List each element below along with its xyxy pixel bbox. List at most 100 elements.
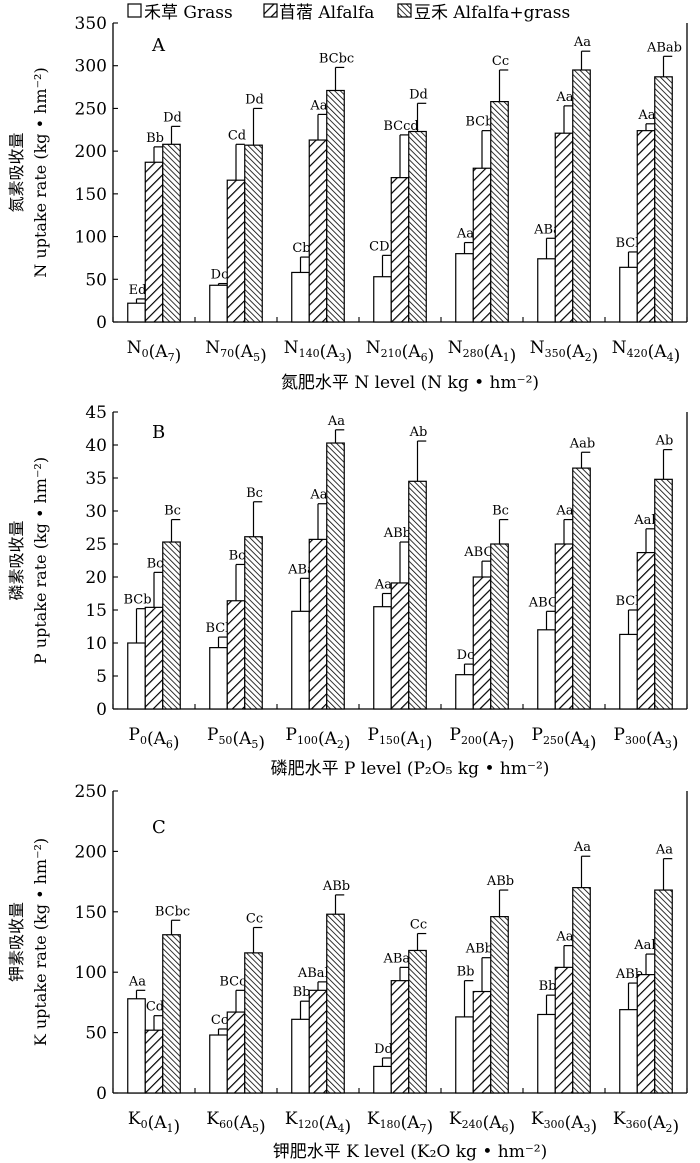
bar-grass xyxy=(127,998,146,1094)
significance-label-alfalfa-grass: Ab xyxy=(409,425,428,440)
significance-label-grass: Bb xyxy=(293,985,311,1000)
y-tick-label: 10 xyxy=(85,634,107,654)
y-tick-label: 250 xyxy=(75,99,107,119)
significance-label-grass: Bb xyxy=(457,965,475,980)
bar-alfalfa xyxy=(226,600,246,710)
bar-alfalfa xyxy=(226,179,246,323)
x-axis-label: 钾肥水平 K level (K₂O kg • hm⁻²) xyxy=(273,1142,548,1162)
bar-alfalfa-grass xyxy=(408,949,427,1094)
x-tick-label: P200(A7) xyxy=(449,725,514,753)
x-tick-label: N70(A5) xyxy=(205,338,266,366)
bar-alfalfa-grass xyxy=(572,69,591,323)
x-axis-label: 氮肥水平 N level (N kg • hm⁻²) xyxy=(281,373,539,393)
bar-alfalfa-grass xyxy=(408,130,427,323)
legend-swatch-alfalfa xyxy=(263,3,278,18)
significance-label-alfalfa: Cd xyxy=(146,1000,164,1015)
bar-alfalfa-grass xyxy=(490,916,509,1094)
x-tick-label: P250(A4) xyxy=(531,725,596,753)
bar-alfalfa xyxy=(554,543,574,710)
bar-grass xyxy=(127,642,146,710)
bar-grass xyxy=(619,633,638,710)
significance-label-alfalfa-grass: Cc xyxy=(410,918,427,933)
bar-alfalfa xyxy=(472,990,492,1094)
bar-alfalfa xyxy=(144,161,164,323)
y-axis-label-en: N uptake rate (kg • hm⁻²) xyxy=(31,67,50,277)
bar-alfalfa xyxy=(554,132,574,323)
bar-alfalfa-grass xyxy=(162,541,181,710)
x-tick-label: N280(A1) xyxy=(448,338,516,366)
significance-label-alfalfa: Aab xyxy=(633,938,659,953)
chart-panel-c: 0 50 100 150 200 250 钾素吸收量 K uptake rate (kg • … xyxy=(7,782,688,1162)
y-tick-label: 150 xyxy=(75,903,107,923)
y-tick-label: 200 xyxy=(75,842,107,862)
x-tick-label: K120(A4) xyxy=(285,1109,351,1137)
x-tick-label: P300(A3) xyxy=(613,725,678,753)
bar-alfalfa-grass xyxy=(408,480,427,710)
x-tick-label: K60(A5) xyxy=(206,1109,265,1137)
y-tick-label: 350 xyxy=(75,14,107,34)
x-tick-label: P50(A5) xyxy=(207,725,265,753)
bar-alfalfa xyxy=(226,1011,246,1094)
x-tick-label: K300(A3) xyxy=(531,1109,597,1137)
y-axis-label-cn: 钾素吸收量 xyxy=(7,902,26,982)
y-tick-label: 300 xyxy=(75,57,107,77)
significance-label-alfalfa-grass: Bc xyxy=(164,504,181,519)
bar-grass xyxy=(209,284,228,323)
significance-label-grass: BCb xyxy=(615,594,643,609)
y-axis-label-cn: 氮素吸收量 xyxy=(7,132,26,212)
bar-alfalfa xyxy=(308,139,328,323)
bar-grass xyxy=(537,1013,556,1094)
y-tick-label: 100 xyxy=(75,963,107,983)
significance-label-alfalfa: Bb xyxy=(146,131,164,146)
bar-alfalfa xyxy=(390,177,410,323)
bar-alfalfa xyxy=(308,538,328,710)
bar-alfalfa-grass xyxy=(572,467,591,710)
significance-label-alfalfa-grass: BCbc xyxy=(155,904,190,919)
bar-grass xyxy=(619,1009,638,1094)
y-tick-label: 35 xyxy=(85,469,107,489)
significance-label-alfalfa-grass: Aa xyxy=(327,414,345,429)
significance-label-alfalfa-grass: Ab xyxy=(655,434,674,449)
legend: 禾草 Grass 苜蓿 Alfalfa 豆禾 Alfalfa+grass xyxy=(127,3,570,23)
bar-alfalfa xyxy=(390,980,410,1094)
significance-label-grass: BCb xyxy=(615,236,643,251)
significance-label-alfalfa-grass: ABb xyxy=(486,874,514,889)
bar-grass xyxy=(291,271,310,323)
panel-label: C xyxy=(152,817,166,838)
significance-label-alfalfa: Cd xyxy=(228,128,246,143)
bar-alfalfa-grass xyxy=(654,478,673,710)
x-tick-label: P0(A6) xyxy=(128,725,179,753)
significance-label-grass: Cb xyxy=(292,241,310,256)
legend-swatch-grass xyxy=(127,3,142,18)
significance-label-alfalfa-grass: Bc xyxy=(492,504,509,519)
bar-alfalfa xyxy=(636,974,656,1094)
bar-grass xyxy=(127,302,146,323)
bar-alfalfa xyxy=(554,966,574,1094)
bar-alfalfa xyxy=(390,582,410,710)
significance-label-grass: Aa xyxy=(128,974,146,989)
y-tick-label: 15 xyxy=(85,601,107,621)
significance-label-alfalfa-grass: ABab xyxy=(646,40,682,55)
bar-grass xyxy=(537,629,556,710)
significance-label-grass: Dc xyxy=(457,648,475,663)
y-tick-label: 20 xyxy=(85,568,107,588)
y-tick-label: 50 xyxy=(85,270,107,290)
bar-grass xyxy=(455,1016,474,1094)
bar-alfalfa xyxy=(144,606,164,710)
y-tick-label: 30 xyxy=(85,502,107,522)
y-tick-label: 40 xyxy=(85,436,107,456)
significance-label-alfalfa: Aa xyxy=(637,108,655,123)
bar-alfalfa-grass xyxy=(162,143,181,323)
x-axis-label: 磷肥水平 P level (P₂O₅ kg • hm⁻²) xyxy=(271,759,550,779)
significance-label-grass: ABa xyxy=(287,562,315,577)
panel-label: B xyxy=(152,422,165,443)
y-axis-label-en: K uptake rate (kg • hm⁻²) xyxy=(31,838,50,1046)
y-tick-label: 5 xyxy=(96,667,107,687)
significance-label-alfalfa: Aa xyxy=(309,98,327,113)
bar-grass xyxy=(537,258,556,323)
panel-label: A xyxy=(151,35,166,56)
significance-label-alfalfa-grass: ABb xyxy=(322,879,350,894)
bar-alfalfa xyxy=(472,167,492,323)
x-tick-label: N140(A3) xyxy=(284,338,352,366)
significance-label-grass: BCb xyxy=(205,621,233,636)
